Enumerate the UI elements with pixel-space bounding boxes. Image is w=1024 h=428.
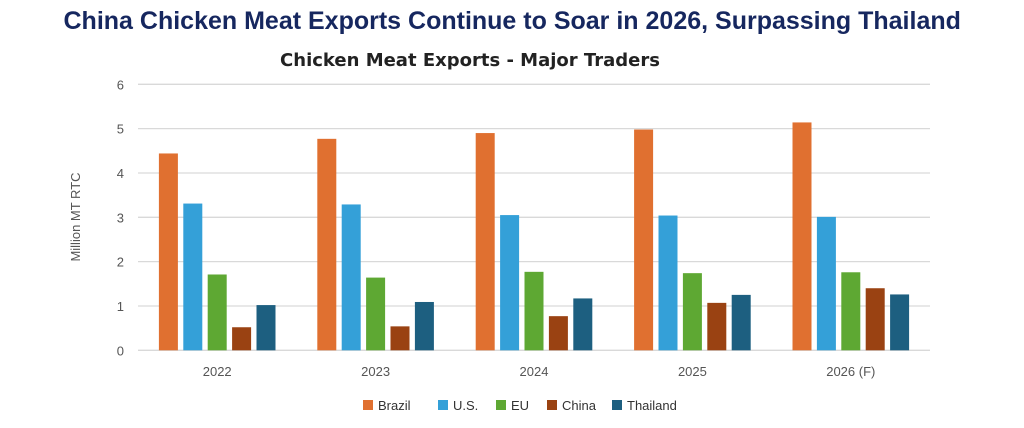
bar-us-2024: [500, 215, 520, 351]
bar-brazil-2026F: [792, 122, 812, 351]
y-tick-label: 0: [117, 343, 124, 358]
x-tick-label: 2025: [678, 364, 707, 379]
legend-label: Brazil: [378, 398, 411, 413]
bar-brazil-2024: [475, 133, 495, 351]
legend-swatch-china: [547, 400, 557, 410]
headline: China Chicken Meat Exports Continue to S…: [63, 7, 961, 35]
bar-brazil-2023: [317, 138, 337, 351]
bar-thailand-2023: [414, 301, 434, 351]
legend-label: U.S.: [453, 398, 478, 413]
x-tick-label: 2022: [203, 364, 232, 379]
bar-china-2023: [390, 326, 410, 351]
chart-title: Chicken Meat Exports - Major Traders: [280, 50, 660, 71]
y-tick-label: 6: [117, 77, 124, 92]
bar-china-2024: [548, 316, 568, 351]
y-axis-label: Million MT RTC: [68, 172, 83, 261]
x-tick-label: 2023: [361, 364, 390, 379]
bar-us-2025: [658, 215, 678, 351]
y-tick-label: 1: [117, 299, 124, 314]
legend-swatch-thailand: [612, 400, 622, 410]
legend-swatch-eu: [496, 400, 506, 410]
legend-label: Thailand: [627, 398, 677, 413]
bar-eu-2025: [682, 273, 702, 351]
bar-thailand-2026F: [890, 294, 910, 351]
bar-eu-2024: [524, 271, 544, 351]
bar-eu-2023: [366, 277, 386, 351]
bar-china-2025: [707, 302, 727, 351]
bar-brazil-2022: [158, 153, 178, 351]
bar-thailand-2022: [256, 305, 276, 351]
y-tick-label: 4: [117, 166, 124, 181]
legend-label: China: [562, 398, 597, 413]
bar-us-2026F: [816, 216, 836, 351]
bar-china-2022: [232, 327, 252, 351]
bar-brazil-2025: [634, 129, 654, 351]
x-tick-label: 2026 (F): [826, 364, 875, 379]
bar-eu-2022: [207, 274, 227, 351]
bar-china-2026F: [865, 288, 885, 351]
bar-eu-2026F: [841, 272, 861, 351]
y-tick-label: 2: [117, 255, 124, 270]
bar-thailand-2025: [731, 294, 751, 351]
x-tick-label: 2024: [520, 364, 549, 379]
y-tick-label: 5: [117, 122, 124, 137]
bar-us-2022: [183, 203, 203, 351]
bar-us-2023: [341, 204, 361, 351]
y-tick-label: 3: [117, 210, 124, 225]
legend-swatch-us: [438, 400, 448, 410]
legend-label: EU: [511, 398, 529, 413]
legend-swatch-brazil: [363, 400, 373, 410]
bar-thailand-2024: [573, 298, 593, 351]
